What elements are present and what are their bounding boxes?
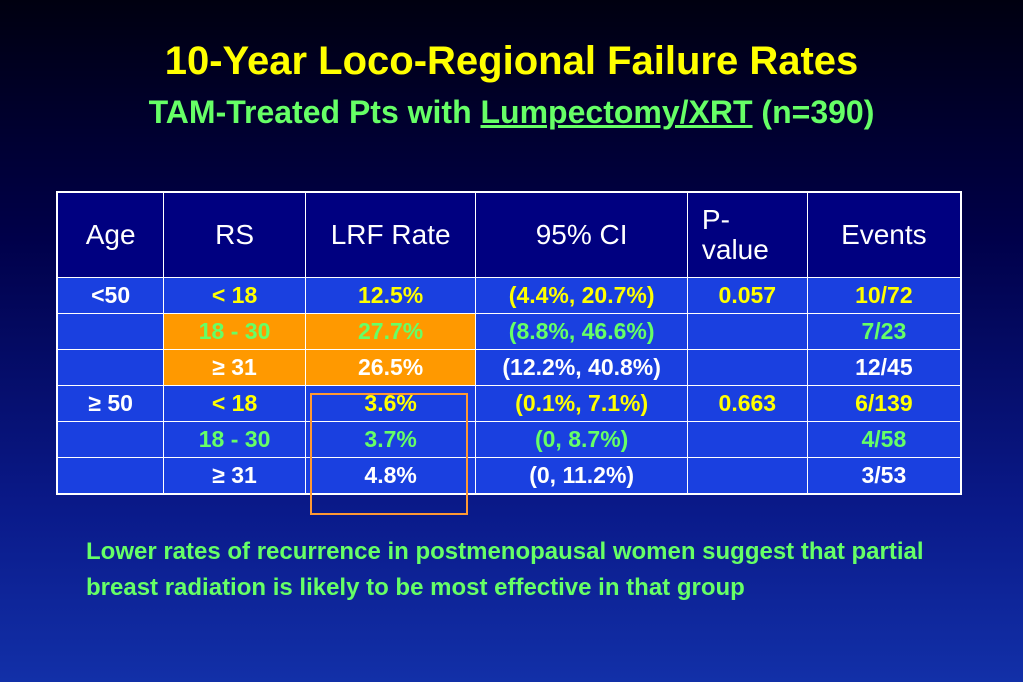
cell-rs: < 18 (163, 385, 306, 422)
cell-p (686, 313, 808, 350)
cell-p: 0.663 (686, 385, 808, 422)
cell-events: 7/23 (806, 313, 962, 350)
cell-lrf: 12.5% (304, 277, 477, 314)
subtitle-underlined: Lumpectomy/XRT (480, 94, 753, 130)
cell-p (686, 421, 808, 458)
cell-events: 3/53 (806, 457, 962, 495)
subtitle-suffix: (n=390) (752, 94, 875, 130)
cell-lrf: 4.8% (304, 457, 477, 495)
header-lrf-rate: LRF Rate (304, 191, 477, 278)
cell-ci: (8.8%, 46.6%) (475, 313, 688, 350)
header-ci: 95% CI (475, 191, 688, 278)
header-p-line1: P- (701, 204, 730, 235)
cell-rs: 18 - 30 (163, 421, 306, 458)
cell-rs: 18 - 30 (163, 313, 306, 350)
cell-ci: (0, 11.2%) (475, 457, 688, 495)
cell-events: 6/139 (806, 385, 962, 422)
slide-title: 10-Year Loco-Regional Failure Rates (164, 39, 859, 83)
cell-age (56, 313, 165, 350)
header-p-line2: value (701, 234, 769, 265)
table-row: ≥ 31 26.5% (12.2%, 40.8%) 12/45 (56, 349, 962, 386)
cell-events: 10/72 (806, 277, 962, 314)
cell-lrf: 3.6% (304, 385, 477, 422)
header-age: Age (56, 191, 165, 278)
cell-rs: < 18 (163, 277, 306, 314)
slide-subtitle: TAM-Treated Pts with Lumpectomy/XRT (n=3… (0, 92, 1023, 132)
failure-rates-table: Age RS LRF Rate 95% CI P-value Events <5… (56, 191, 962, 495)
cell-ci: (4.4%, 20.7%) (475, 277, 688, 314)
cell-age: <50 (56, 277, 165, 314)
cell-p (686, 457, 808, 495)
cell-ci: (12.2%, 40.8%) (475, 349, 688, 386)
cell-age: ≥ 50 (56, 385, 165, 422)
cell-ci: (0, 8.7%) (475, 421, 688, 458)
subtitle-prefix: TAM-Treated Pts with (148, 94, 481, 130)
header-events: Events (806, 191, 962, 278)
cell-ci: (0.1%, 7.1%) (475, 385, 688, 422)
cell-rs: ≥ 31 (163, 457, 306, 495)
table-row: 18 - 30 3.7% (0, 8.7%) 4/58 (56, 421, 962, 458)
table-row: ≥ 50 < 18 3.6% (0.1%, 7.1%) 0.663 6/139 (56, 385, 962, 422)
cell-age (56, 457, 165, 495)
cell-lrf: 27.7% (304, 313, 477, 350)
table-row: <50 < 18 12.5% (4.4%, 20.7%) 0.057 10/72 (56, 277, 962, 314)
conclusion-note: Lower rates of recurrence in postmenopau… (86, 538, 924, 601)
cell-age (56, 421, 165, 458)
table-header-row: Age RS LRF Rate 95% CI P-value Events (56, 191, 962, 278)
cell-age (56, 349, 165, 386)
cell-p (686, 349, 808, 386)
cell-lrf: 26.5% (304, 349, 477, 386)
cell-p: 0.057 (686, 277, 808, 314)
header-rs: RS (163, 191, 306, 278)
cell-events: 12/45 (806, 349, 962, 386)
header-p-value: P-value (686, 191, 808, 278)
lrf-highlight-box (310, 393, 468, 515)
table-row: 18 - 30 27.7% (8.8%, 46.6%) 7/23 (56, 313, 962, 350)
cell-rs: ≥ 31 (163, 349, 306, 386)
cell-events: 4/58 (806, 421, 962, 458)
table-row: ≥ 31 4.8% (0, 11.2%) 3/53 (56, 457, 962, 495)
